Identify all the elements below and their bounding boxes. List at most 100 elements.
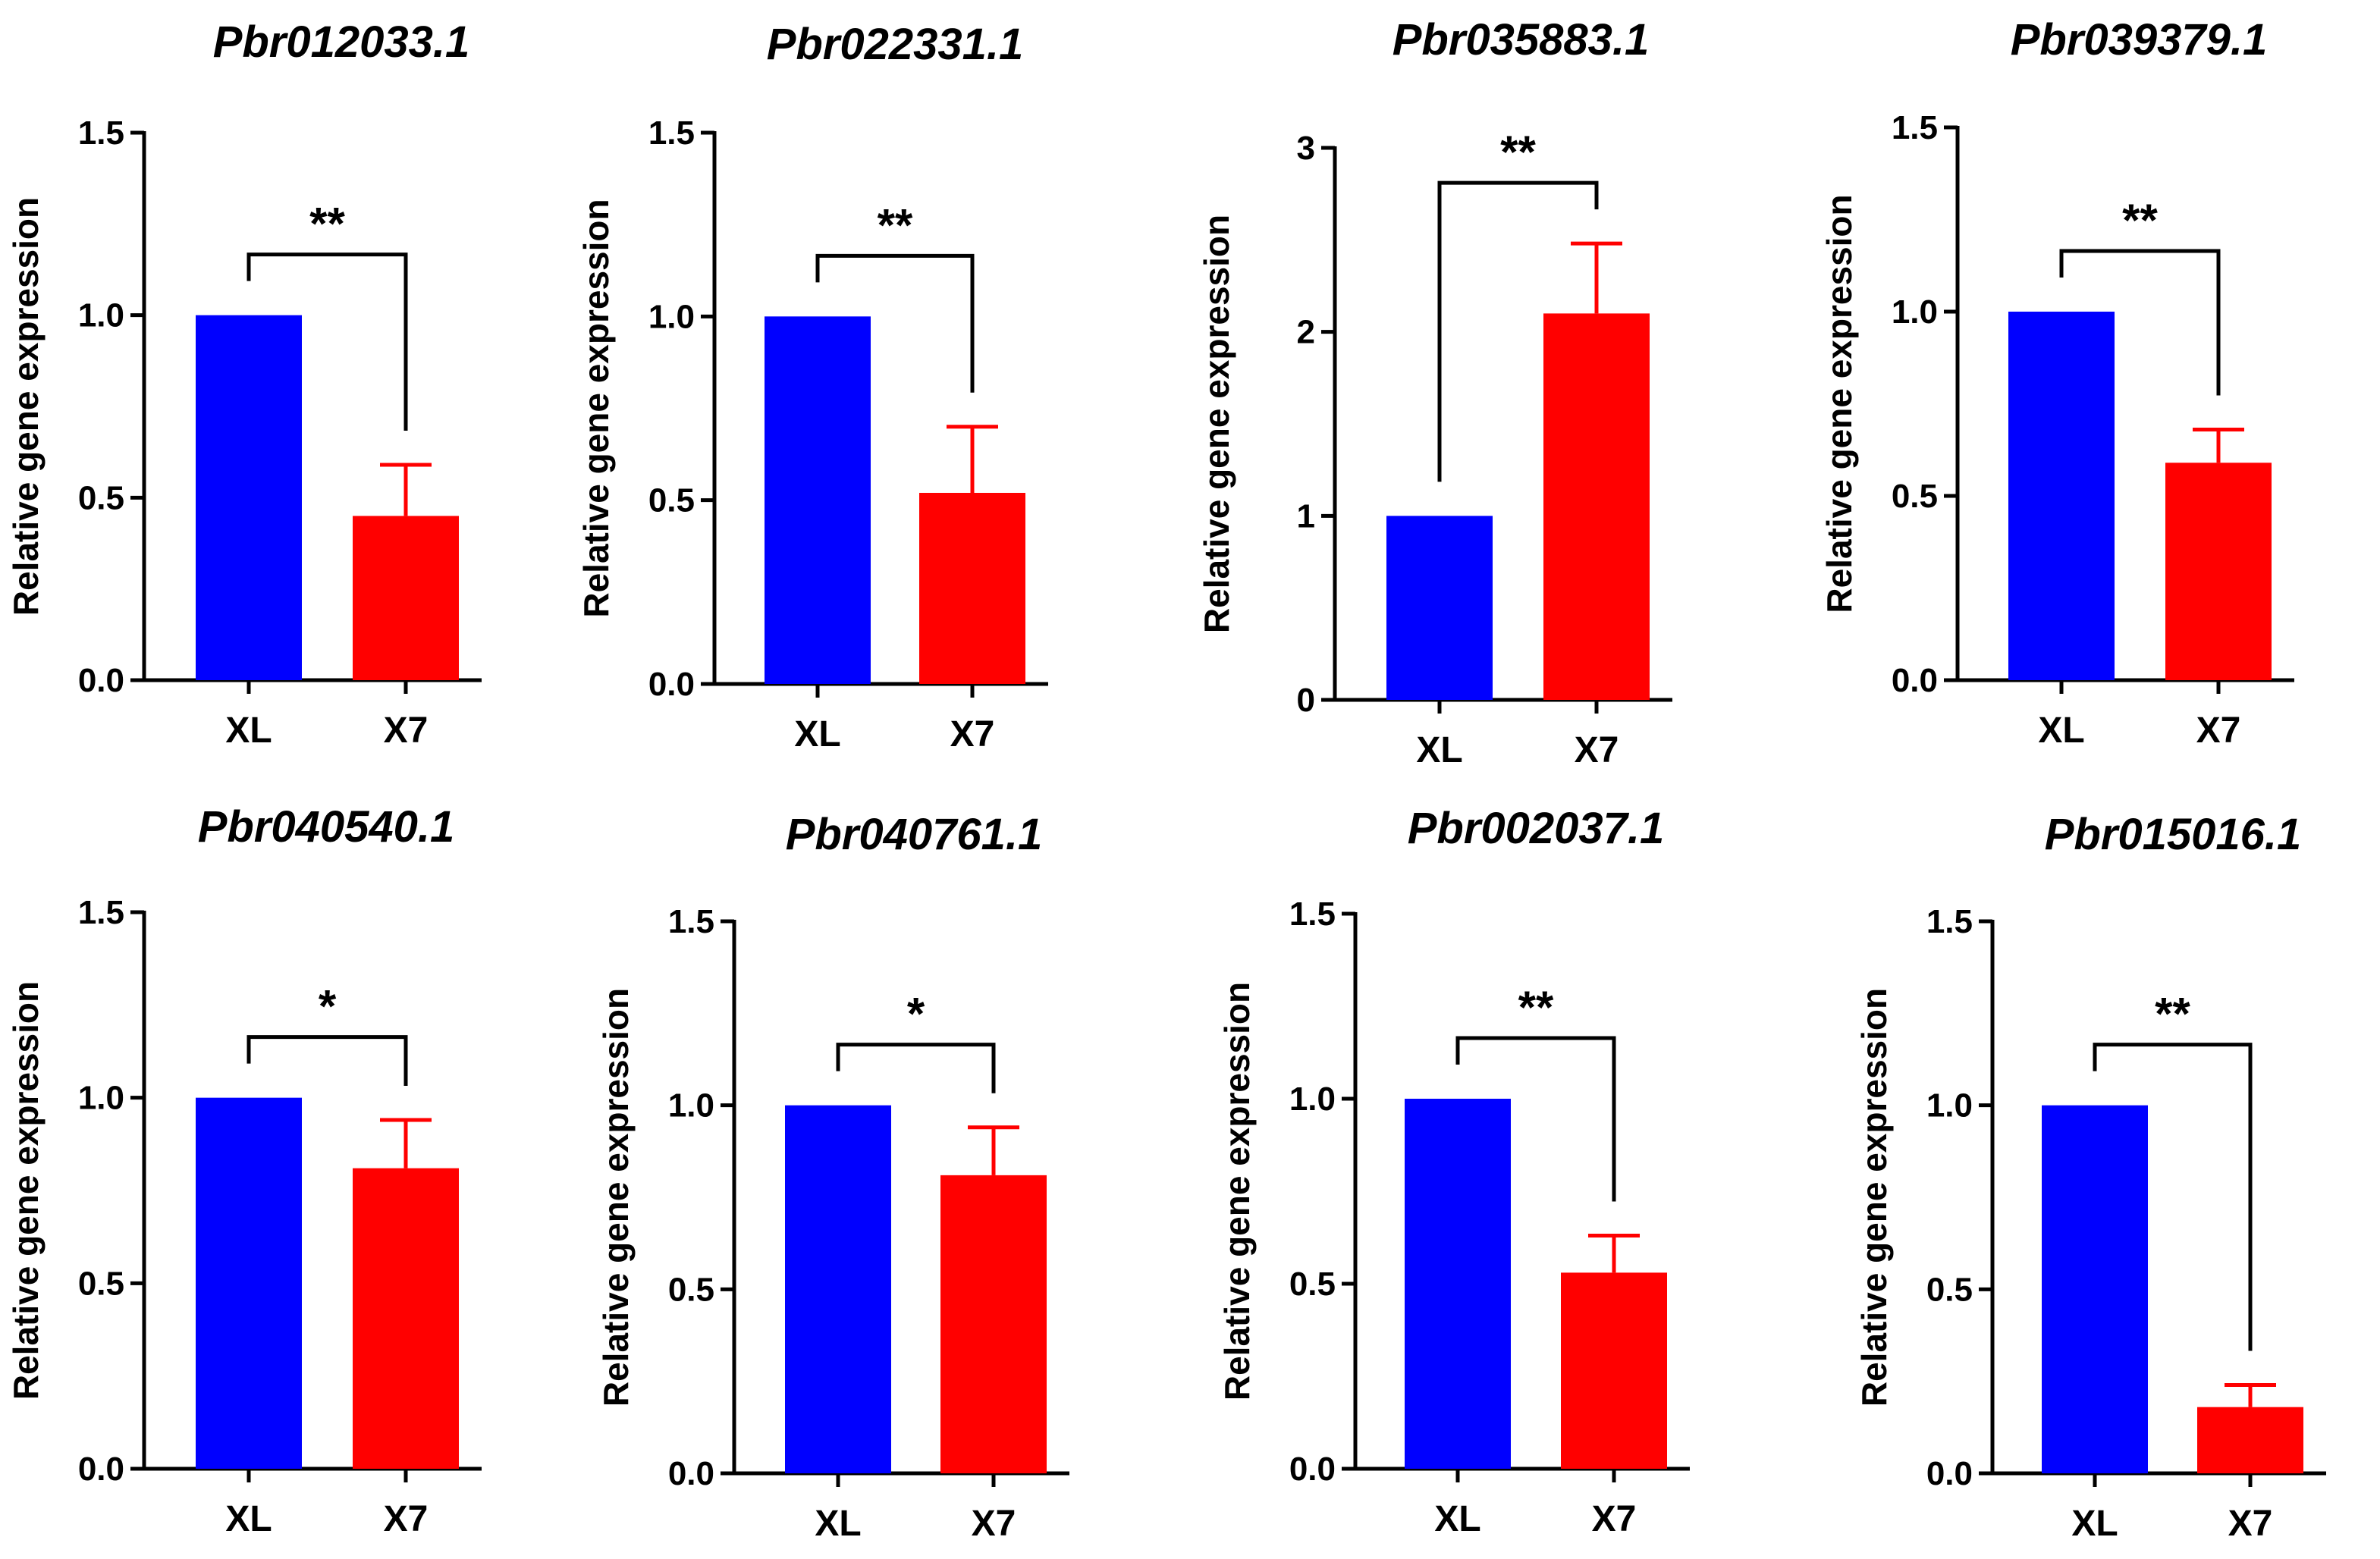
bar-x7 [940, 1175, 1047, 1473]
y-tick-label: 1.5 [648, 114, 695, 152]
y-tick-label: 1.0 [668, 1087, 714, 1125]
y-tick-label: 1.0 [1289, 1081, 1336, 1118]
y-axis-label: Relative gene expression [1854, 988, 1894, 1407]
y-tick-label: 0.0 [78, 1451, 124, 1488]
category-label-xl: XL [2071, 1504, 2118, 1544]
y-tick-label: 2 [1297, 314, 1315, 351]
y-tick-label: 1.5 [78, 894, 124, 931]
chart-title: Pbr022331.1 [767, 20, 1024, 69]
y-tick-label: 0.5 [78, 479, 124, 516]
y-tick-label: 1.0 [1892, 293, 1938, 331]
y-tick-label: 3 [1297, 130, 1315, 167]
category-label-x7: X7 [1575, 730, 1619, 770]
significance-marker: ** [309, 199, 345, 249]
y-tick-label: 1 [1297, 497, 1315, 535]
bar-x7 [2197, 1407, 2303, 1473]
y-axis-label: Relative gene expression [596, 988, 636, 1407]
significance-bracket [815, 253, 975, 393]
y-tick-label: 1.0 [1926, 1087, 1973, 1125]
y-tick-label: 0.5 [668, 1271, 714, 1308]
y-tick-label: 0.5 [1892, 478, 1938, 515]
chart-title: Pbr040540.1 [198, 802, 455, 852]
bar-x7 [1543, 313, 1650, 700]
chart-panel-8: Pbr015016.1 Relative gene expression 0.0 0.… [1854, 810, 2326, 1544]
category-label-xl: XL [225, 710, 272, 751]
y-tick-label: 0.5 [1289, 1266, 1336, 1303]
chart-panel-7: Pbr002037.1 Relative gene expression 0.0 0.… [1217, 804, 1690, 1539]
category-label-xl: XL [2038, 710, 2084, 751]
chart-panel-2: Pbr022331.1 Relative gene expression 0.0 0.… [576, 20, 1048, 754]
bar-xl [2008, 312, 2115, 680]
category-label-xl: XL [225, 1499, 272, 1539]
significance-marker: ** [2122, 195, 2158, 246]
bar-x7 [1561, 1272, 1667, 1469]
y-axis-label: Relative gene expression [1217, 982, 1257, 1401]
significance-bracket [1455, 1036, 1616, 1202]
bar-x7 [353, 516, 459, 680]
significance-marker: ** [1500, 127, 1536, 177]
y-axis-label: Relative gene expression [6, 197, 46, 616]
significance-bracket [246, 253, 408, 431]
chart-title: Pbr012033.1 [213, 17, 470, 67]
bar-xl [1405, 1099, 1511, 1469]
y-tick-label: 0.0 [1926, 1455, 1973, 1492]
y-tick-label: 0 [1297, 682, 1315, 719]
significance-marker: ** [2155, 989, 2190, 1040]
y-tick-label: 1.0 [78, 297, 124, 334]
y-tick-label: 0.5 [648, 482, 695, 519]
significance-bracket [246, 1035, 408, 1087]
bar-xl [765, 316, 871, 684]
y-tick-label: 1.0 [78, 1080, 124, 1117]
significance-marker: ** [1518, 982, 1554, 1033]
y-tick-label: 0.0 [1892, 662, 1938, 699]
category-label-x7: X7 [2228, 1504, 2273, 1544]
bar-xl [785, 1105, 891, 1473]
significance-bracket [1437, 180, 1599, 482]
chart-panel-1: Pbr012033.1 Relative gene expression 0.0 0.… [6, 17, 482, 751]
y-axis-label: Relative gene expression [1820, 194, 1859, 613]
category-label-x7: X7 [384, 710, 429, 751]
significance-marker: * [907, 989, 925, 1040]
category-label-xl: XL [1416, 730, 1462, 770]
y-tick-label: 0.0 [78, 662, 124, 699]
significance-marker: ** [878, 199, 913, 250]
bar-xl [196, 1097, 302, 1469]
chart-title: Pbr002037.1 [1408, 804, 1665, 853]
bar-xl [196, 315, 302, 680]
category-label-x7: X7 [2196, 710, 2241, 751]
chart-panel-3: Pbr035883.1 Relative gene expression 0 1 2 3 X… [1197, 15, 1672, 770]
bar-x7 [353, 1168, 459, 1469]
y-tick-label: 1.5 [78, 114, 124, 152]
y-tick-label: 1.5 [1892, 109, 1938, 146]
chart-panel-6: Pbr040761.1 Relative gene expression 0.0 0.… [596, 810, 1069, 1544]
bar-x7 [2165, 463, 2272, 680]
significance-bracket [836, 1043, 996, 1093]
chart-title: Pbr040761.1 [786, 810, 1043, 859]
y-tick-label: 0.5 [1926, 1271, 1973, 1308]
y-tick-label: 0.5 [78, 1265, 124, 1302]
y-axis-label: Relative gene expression [1197, 215, 1236, 633]
chart-title: Pbr039379.1 [2011, 15, 2268, 64]
category-label-x7: X7 [972, 1504, 1016, 1544]
y-tick-label: 0.0 [1289, 1451, 1336, 1488]
significance-marker: * [319, 981, 337, 1032]
category-label-xl: XL [815, 1504, 861, 1544]
y-tick-label: 1.5 [1289, 896, 1336, 933]
y-tick-label: 0.0 [648, 666, 695, 703]
chart-panel-4: Pbr039379.1 Relative gene expression 0.0 0.… [1820, 15, 2294, 751]
category-label-xl: XL [1434, 1499, 1480, 1539]
y-tick-label: 1.0 [648, 298, 695, 335]
category-label-xl: XL [794, 714, 840, 754]
bar-x7 [919, 492, 1025, 684]
y-axis-label: Relative gene expression [6, 981, 46, 1400]
y-tick-label: 1.5 [1926, 903, 1973, 940]
bar-xl [2042, 1105, 2148, 1473]
y-tick-label: 0.0 [668, 1455, 714, 1492]
bar-xl [1386, 516, 1493, 700]
chart-panel-5: Pbr040540.1 Relative gene expression 0.0 0.… [6, 802, 482, 1539]
chart-title: Pbr015016.1 [2045, 810, 2302, 859]
category-label-x7: X7 [384, 1499, 429, 1539]
y-axis-label: Relative gene expression [576, 199, 616, 617]
category-label-x7: X7 [950, 714, 995, 754]
